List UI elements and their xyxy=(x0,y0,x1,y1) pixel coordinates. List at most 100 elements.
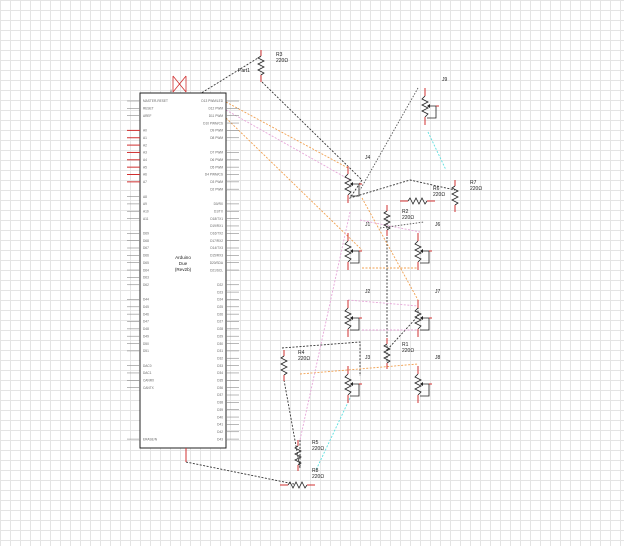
right-pin-label: D24 xyxy=(217,298,223,302)
left-pin-label: A0 xyxy=(143,129,147,133)
right-pin-label: D6 PWM xyxy=(210,158,223,162)
left-pin-label: A11 xyxy=(143,217,149,221)
wire-black[interactable] xyxy=(189,57,259,101)
resistor-r2[interactable]: R2 220Ω xyxy=(383,205,414,236)
pot-symbol-part xyxy=(350,249,353,253)
potentiometer-j8[interactable]: J8 xyxy=(414,355,441,403)
right-pin-label: D9 PWM xyxy=(210,129,223,133)
right-pin-label: D40 xyxy=(217,415,223,419)
right-pin-label: D32 xyxy=(217,356,223,360)
pot-symbol-part xyxy=(420,382,423,386)
pot-label-j4: J4 xyxy=(365,155,371,161)
wire-black[interactable] xyxy=(261,81,363,181)
right-pin-label: D5 PWM xyxy=(210,165,223,169)
left-pin-label: D46 xyxy=(143,312,149,316)
right-pin-label: D41 xyxy=(217,423,223,427)
right-pin-header: D13 PWM/LED D12 PWM D11 PWM D10 PWM/CS D9 PW… xyxy=(201,99,239,441)
wire-orange[interactable] xyxy=(299,363,419,375)
right-pin-label: D26 xyxy=(217,312,223,316)
wire-orange[interactable] xyxy=(225,101,349,169)
wire-cyan[interactable] xyxy=(315,397,351,471)
potentiometer-j6[interactable]: J6 xyxy=(414,222,441,270)
wire-orange[interactable] xyxy=(225,117,363,251)
left-pin-header: MASTER-RESET RESET AREF A0 A1 A2 A3 A4 A5 A6 A7 A8 A… xyxy=(127,99,168,441)
wire-black[interactable] xyxy=(348,179,456,199)
pot-label-j9: J9 xyxy=(442,77,448,83)
wire-orange[interactable] xyxy=(361,197,419,301)
wire-pink[interactable] xyxy=(359,219,421,233)
left-pin-label: D68 xyxy=(143,239,149,243)
potentiometer-j7[interactable]: J7 xyxy=(414,289,441,337)
pot-symbol-part xyxy=(414,373,422,396)
left-pin-label: D49 xyxy=(143,334,149,338)
wire-black[interactable] xyxy=(185,461,295,485)
left-pin-label: RESET xyxy=(143,107,154,111)
right-pin-label: D28 xyxy=(217,327,223,331)
right-pin-label: D7 PWM xyxy=(210,151,223,155)
pot-symbol-part xyxy=(427,104,430,108)
wire-pink[interactable] xyxy=(347,299,419,307)
r4-value: 220Ω xyxy=(298,356,310,362)
right-pin-label: D30 xyxy=(217,342,223,346)
left-pin-label: CANTX xyxy=(143,386,155,390)
potentiometer-j2[interactable]: J2 xyxy=(344,289,371,337)
potentiometer-j4[interactable]: J4 xyxy=(344,155,371,203)
wire-black-thin[interactable] xyxy=(359,87,419,191)
left-pin-label: D67 xyxy=(143,246,149,250)
resistor-r3[interactable]: R3 220Ω Part1 xyxy=(238,50,288,82)
left-pin-label: MASTER-RESET xyxy=(143,99,168,103)
resistor-r4[interactable]: R4 220Ω xyxy=(280,350,310,381)
right-pin-label: D35 xyxy=(217,379,223,383)
right-pin-label: D39 xyxy=(217,408,223,412)
wire-pink[interactable] xyxy=(225,109,351,181)
right-pin-label: D17/RX2 xyxy=(210,239,223,243)
resistor-r8[interactable]: R8 220Ω xyxy=(280,468,324,489)
right-pin-label: D8 PWM xyxy=(210,136,223,140)
right-pin-label: D2 PWM xyxy=(210,187,223,191)
r3-value: 220Ω xyxy=(276,58,288,64)
potentiometer-j1[interactable]: J1 xyxy=(344,222,371,270)
right-pin-label: D16/TX2 xyxy=(210,232,223,236)
right-pin-label: D29 xyxy=(217,334,223,338)
pot-symbol-part xyxy=(420,383,430,397)
wire-pink[interactable] xyxy=(299,211,351,441)
r7-value: 220Ω xyxy=(470,186,482,192)
left-pin-label: D62 xyxy=(143,283,149,287)
r3-id: R3 xyxy=(276,52,283,58)
wire-cyan[interactable] xyxy=(427,131,447,171)
pot-label-j1: J1 xyxy=(365,222,371,228)
arduino-board[interactable]: A Arduino Due (Rev2b) MASTER-RESET RESET A… xyxy=(127,75,239,462)
potentiometer-j9[interactable]: J9 xyxy=(421,77,448,125)
resistor-r7[interactable]: R7 220Ω xyxy=(451,180,482,212)
pot-symbol-part xyxy=(350,316,353,320)
pot-symbol-part xyxy=(420,316,423,320)
pot-label-j8: J8 xyxy=(435,355,441,361)
left-pin-label: A10 xyxy=(143,209,149,213)
resistor-r6[interactable]: R6 220Ω xyxy=(400,186,445,205)
resistor-r1[interactable]: R1 220Ω xyxy=(383,338,414,369)
r2-value: 220Ω xyxy=(402,215,414,221)
left-pin-label: DAC0 xyxy=(143,364,152,368)
pot-symbol-part xyxy=(414,240,422,263)
pot-label-j6: J6 xyxy=(435,222,441,228)
right-pin-label: D11 PWM xyxy=(209,114,224,118)
resistor-r5[interactable]: R5 220Ω xyxy=(294,440,324,471)
r8-id: R8 xyxy=(312,468,319,474)
r7-id: R7 xyxy=(470,180,477,186)
left-pin-label: A8 xyxy=(143,195,147,199)
right-pin-label: D14/TX3 xyxy=(210,246,223,250)
right-pin-label: D31 xyxy=(217,349,223,353)
right-pin-label: D12 PWM xyxy=(208,107,223,111)
pot-symbol-part xyxy=(344,173,352,196)
arduino-body xyxy=(139,92,227,449)
right-pin-label: D19/RX1 xyxy=(210,224,223,228)
left-pin-label: A4 xyxy=(143,158,147,162)
left-pin-label: D65 xyxy=(143,261,149,265)
wire-black[interactable] xyxy=(281,341,361,376)
potentiometer-j3[interactable]: J3 xyxy=(344,355,371,403)
wire-black[interactable] xyxy=(283,379,301,469)
arduino-revision: (Rev2b) xyxy=(175,267,192,272)
right-pin-label: D33 xyxy=(217,364,223,368)
left-pin-label: D47 xyxy=(143,320,149,324)
right-pin-label: D38 xyxy=(217,401,223,405)
